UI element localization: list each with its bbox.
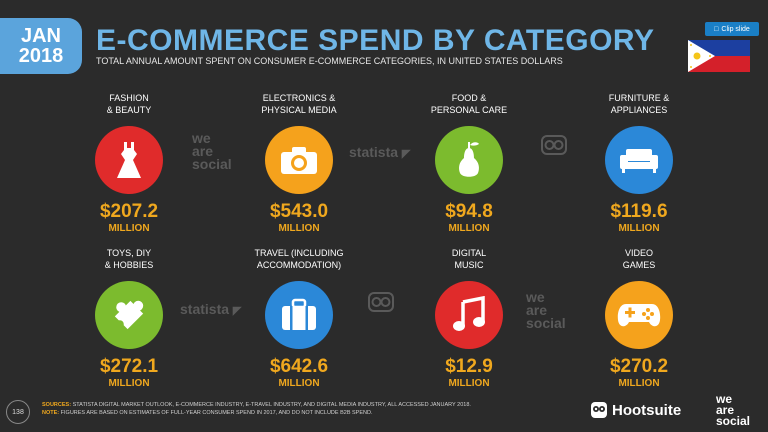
- camera-icon: [265, 126, 333, 194]
- owl-watermark-icon-2: [368, 292, 394, 314]
- footer-notes: SOURCES: STATISTA DIGITAL MARKET OUTLOOK…: [42, 402, 471, 416]
- we-are-social-watermark-2: we are social: [526, 289, 566, 331]
- category-unit: MILLION: [618, 378, 660, 389]
- suitcase-icon: [265, 281, 333, 349]
- category-value: $642.6: [269, 356, 329, 377]
- category-value: $119.6: [610, 201, 668, 222]
- badge-month: JAN: [20, 25, 61, 47]
- category-unit: MILLION: [448, 378, 490, 389]
- category-unit: MILLION: [108, 223, 150, 234]
- category-fashion-beauty: FASHION & BEAUTY $207.2 MILLION: [59, 90, 199, 235]
- clip-slide-button[interactable]: □ Clip slide: [705, 22, 759, 36]
- category-label: VIDEO GAMES: [622, 248, 656, 270]
- sofa-icon: [605, 126, 673, 194]
- hootsuite-owl-icon: [591, 402, 607, 418]
- clip-icon: □: [714, 25, 719, 33]
- dress-icon: [95, 126, 163, 194]
- hootsuite-logo: Hootsuite: [612, 402, 682, 419]
- music-note-icon: [435, 281, 503, 349]
- category-unit: MILLION: [278, 223, 320, 234]
- category-food-personal-care: FOOD & PERSONAL CARE $94.8 MILLION: [399, 90, 539, 235]
- category-unit: MILLION: [108, 378, 150, 389]
- page-number: 138: [6, 400, 30, 424]
- category-travel: TRAVEL (INCLUDING ACCOMMODATION) $642.6 M…: [229, 245, 369, 390]
- category-label: TOYS, DIY & HOBBIES: [104, 248, 154, 270]
- we-are-social-logo: we are social: [716, 392, 751, 428]
- category-value: $543.0: [269, 201, 329, 222]
- page-subtitle: TOTAL ANNUAL AMOUNT SPENT ON CONSUMER E-…: [96, 56, 563, 66]
- clip-slide-label: Clip slide: [721, 25, 750, 33]
- category-digital-music: DIGITAL MUSIC $12.9 MILLION: [399, 245, 539, 390]
- statista-watermark: statista ◤: [349, 144, 411, 160]
- category-toys-diy-hobbies: TOYS, DIY & HOBBIES $272.1 MILLION: [59, 245, 199, 390]
- category-unit: MILLION: [278, 378, 320, 389]
- category-value: $94.8: [445, 201, 493, 222]
- category-value: $270.2: [609, 356, 669, 377]
- pear-icon: [435, 126, 503, 194]
- badge-year: 2018: [18, 45, 64, 67]
- category-unit: MILLION: [448, 223, 490, 234]
- category-furniture-appliances: FURNITURE & APPLIANCES $119.6 MILLION: [569, 90, 709, 235]
- category-value: $272.1: [99, 356, 159, 377]
- category-label: FASHION & BEAUTY: [106, 93, 152, 115]
- category-unit: MILLION: [618, 223, 660, 234]
- category-label: FOOD & PERSONAL CARE: [430, 93, 508, 115]
- puzzle-icon: [95, 281, 163, 349]
- statista-watermark-2: statista ◤: [180, 301, 242, 317]
- category-value: $12.9: [445, 356, 493, 377]
- gamepad-icon: [605, 281, 673, 349]
- category-electronics-physical-media: ELECTRONICS & PHYSICAL MEDIA $543.0 MILLI…: [229, 90, 369, 235]
- we-are-social-watermark: we are social: [192, 130, 232, 172]
- category-label: DIGITAL MUSIC: [451, 248, 487, 270]
- owl-watermark-icon: [541, 135, 567, 157]
- category-label: FURNITURE & APPLIANCES: [608, 93, 670, 115]
- category-video-games: VIDEO GAMES $270.2 MILLION: [569, 245, 709, 390]
- page-title: E-COMMERCE SPEND BY CATEGORY: [96, 24, 655, 57]
- date-badge: JAN 2018: [0, 18, 82, 74]
- category-value: $207.2: [99, 201, 159, 222]
- category-label: ELECTRONICS & PHYSICAL MEDIA: [261, 93, 337, 115]
- philippines-flag: [688, 40, 750, 72]
- category-label: TRAVEL (INCLUDING ACCOMMODATION): [254, 248, 344, 270]
